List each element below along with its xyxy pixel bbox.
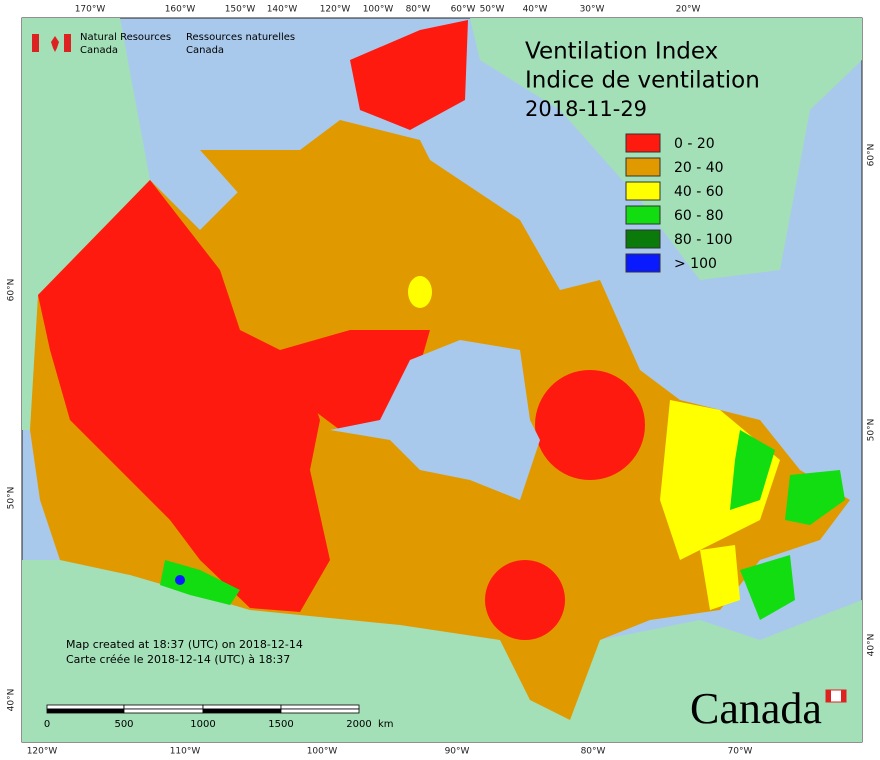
graticule-label: 160°W [165,5,196,15]
scale-segment [280,704,360,710]
scale-unit: km [378,719,394,730]
legend-label: 40 - 60 [674,184,724,200]
date: 2018-11-29 [525,97,647,121]
scale-segment [202,708,282,714]
yellow-baffin [408,276,432,308]
credit: Carte créée le 2018-12-14 (UTC) à 18:37 [66,653,290,666]
graticule-label: 50°W [480,5,505,15]
bc-blue [175,575,185,585]
newfoundland [785,470,845,525]
scale-label: 1000 [190,719,215,730]
arctic-islands [200,120,520,320]
title: Indice de ventilation [525,68,760,94]
scale-label: 1500 [268,719,293,730]
hudson-bay [330,340,540,500]
green-labrador [730,430,775,510]
bc-green [160,560,240,605]
graticule-label: 100°W [307,747,338,757]
legend-label: 20 - 40 [674,160,724,176]
legend-label: 80 - 100 [674,232,733,248]
agency-signature: Natural Resources Canada Ressources natu… [32,32,295,56]
red-west [38,180,330,612]
scale-segment [46,704,125,710]
legend-swatch [625,157,661,177]
legend-swatch [625,205,661,225]
yellow-maritimes [700,545,740,610]
graticule-label: 30°W [580,5,605,15]
graticule-label: 80°W [581,747,606,757]
agency-text: Canada [186,45,224,56]
scale-label: 2000 [346,719,371,730]
graticule-label: 40°W [523,5,548,15]
graticule-label: 110°W [170,747,201,757]
legend-swatch [625,253,661,273]
graticule-label: 150°W [225,5,256,15]
scale-label: 0 [44,719,50,730]
scale-segment [202,704,282,710]
maple-leaf [51,36,59,52]
graticule-label: 80°W [406,5,431,15]
greenland [470,18,862,280]
red-ontario [485,560,565,640]
wordmark: Canada [690,684,822,733]
graticule-label: 60°N [867,144,877,167]
foreign-land [22,560,862,742]
map-body [21,17,863,743]
graticule-label: 90°W [445,747,470,757]
graticule-label: 100°W [363,5,394,15]
graticule-label: 140°W [267,5,298,15]
graticule-label: 170°W [75,5,106,15]
agency-text: Natural Resources [80,32,171,43]
flag-bar [32,34,39,52]
scale-segment [280,708,360,714]
graticule-label: 20°W [676,5,701,15]
nova-scotia [740,555,795,620]
legend-swatch [625,181,661,201]
legend-label: 0 - 20 [674,136,715,152]
wordmark-flag [841,690,846,702]
legend-swatch [625,133,661,153]
graticule-label: 60°W [451,5,476,15]
alaska [22,18,150,430]
legend-label: 60 - 80 [674,208,724,224]
title: Ventilation Index [525,39,718,65]
graticule-label: 50°N [867,419,877,442]
scale-segment [123,704,204,710]
agency-text: Canada [80,45,118,56]
graticule-label: 50°N [7,487,17,510]
wordmark-flag [826,690,831,702]
scale-label: 500 [114,719,133,730]
legend-label: > 100 [674,256,717,272]
flag-bar [64,34,71,52]
graticule-label: 60°N [7,279,17,302]
graticule-label: 120°W [27,747,58,757]
graticule-label: 70°W [728,747,753,757]
graticule-label: 40°N [867,634,877,657]
ellesmere [350,20,468,130]
legend-swatch [625,229,661,249]
scale-segment [46,708,125,714]
red-quebec [535,370,645,480]
scale-segment [123,708,204,714]
agency-text: Ressources naturelles [186,32,295,43]
graticule-label: 40°N [7,689,17,712]
graticule-label: 120°W [320,5,351,15]
credit: Map created at 18:37 (UTC) on 2018-12-14 [66,638,303,651]
